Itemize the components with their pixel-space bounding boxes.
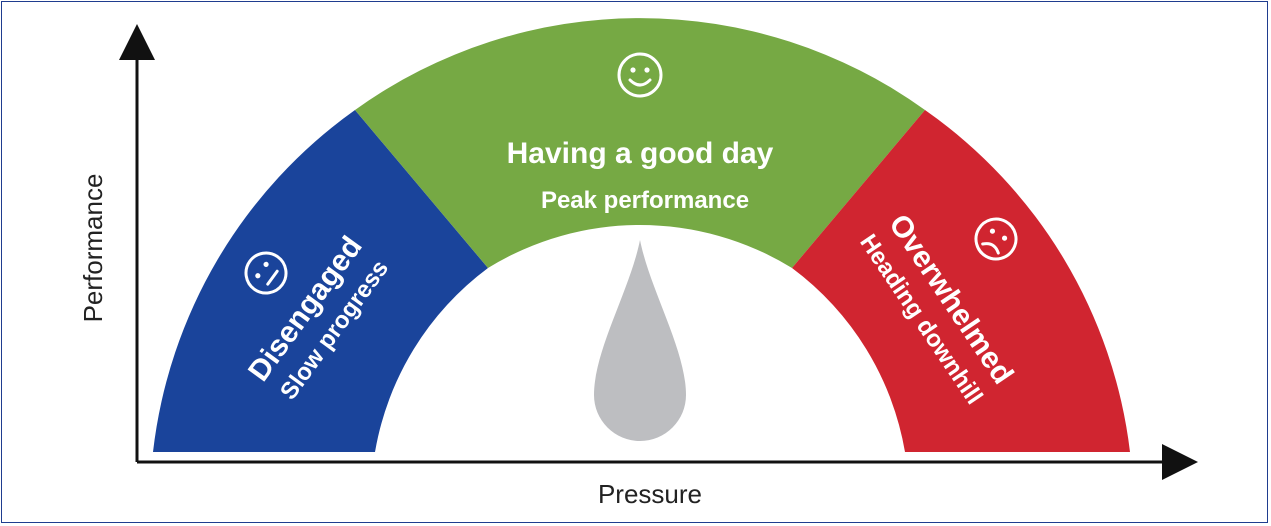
gauge-needle <box>594 240 686 441</box>
smiley-face-icon <box>617 52 663 98</box>
segment-disengaged <box>153 110 488 452</box>
y-axis-label: Performance <box>78 174 108 323</box>
x-axis-label: Pressure <box>598 479 702 509</box>
segment-good-day-subtitle: Peak performance <box>541 187 749 214</box>
segment-overwhelmed <box>792 110 1130 452</box>
sad-face-icon <box>974 217 1018 261</box>
neutral-face-icon <box>244 251 288 295</box>
segment-good-day <box>355 18 925 268</box>
segment-good-day-title: Having a good day <box>507 137 774 170</box>
